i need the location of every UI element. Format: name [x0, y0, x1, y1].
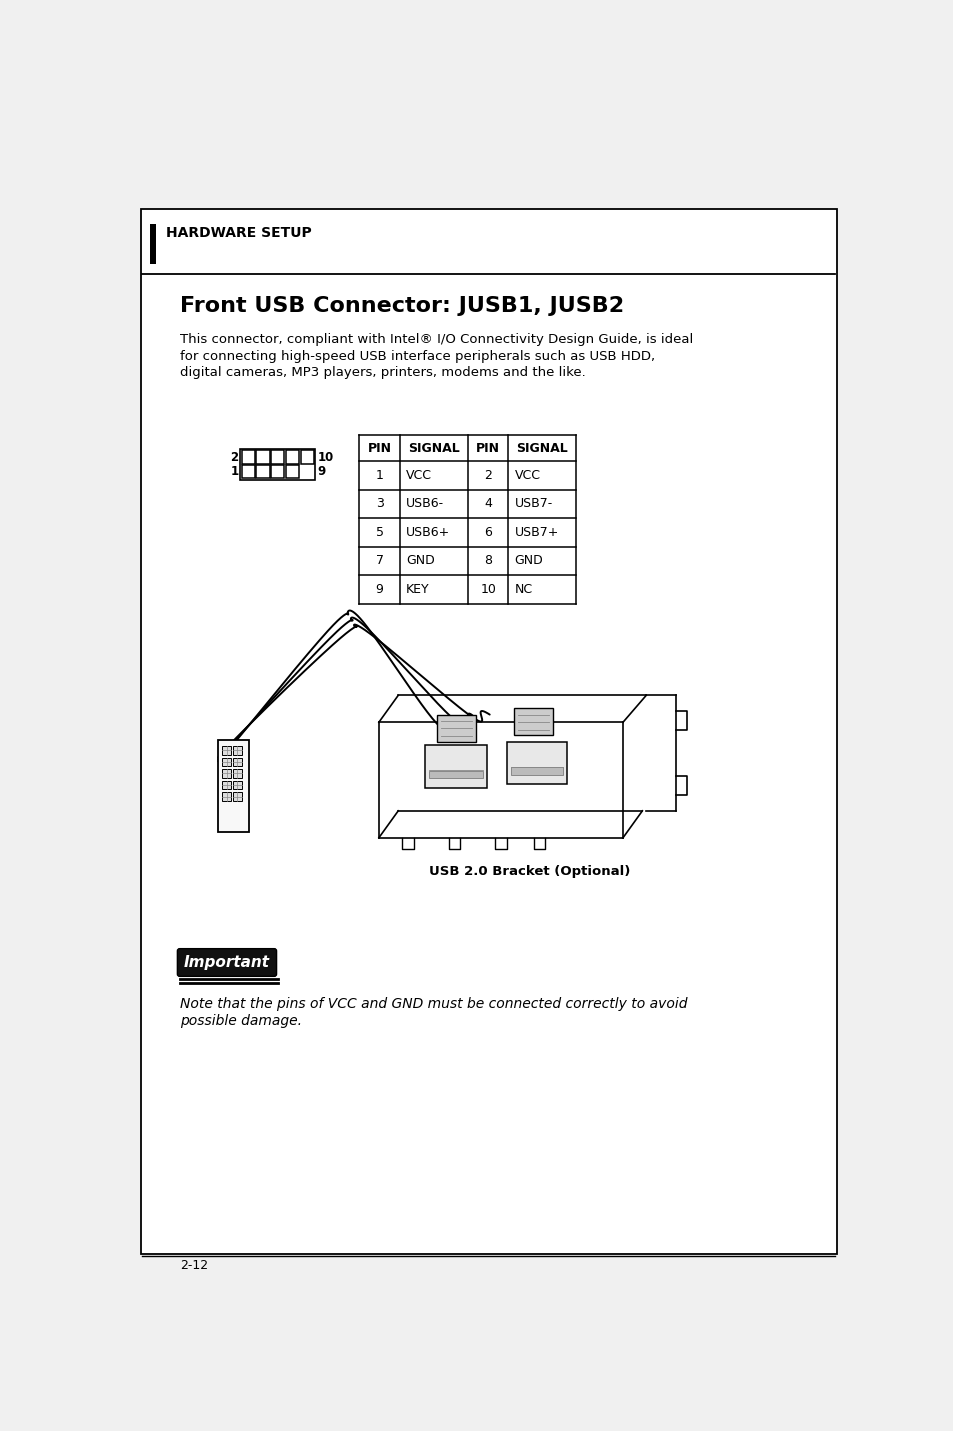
Bar: [233, 793, 241, 801]
Text: 2: 2: [484, 469, 492, 482]
FancyBboxPatch shape: [177, 949, 276, 976]
Text: 2: 2: [231, 451, 238, 464]
Bar: [286, 465, 298, 478]
Text: SIGNAL: SIGNAL: [516, 442, 568, 455]
Bar: [240, 449, 315, 479]
Text: This connector, compliant with Intel® I/O Connectivity Design Guide, is ideal: This connector, compliant with Intel® I/…: [179, 333, 692, 346]
Bar: [241, 465, 254, 478]
Bar: [233, 757, 241, 766]
Bar: [150, 225, 155, 265]
Text: USB7+: USB7+: [514, 527, 558, 539]
Bar: [222, 757, 231, 766]
Text: possible damage.: possible damage.: [179, 1015, 301, 1027]
Bar: [286, 451, 298, 464]
Bar: [510, 767, 562, 774]
Text: GND: GND: [514, 554, 542, 568]
Bar: [222, 781, 231, 790]
Text: 9: 9: [375, 582, 383, 595]
Text: 7: 7: [375, 554, 383, 568]
Text: Note that the pins of VCC and GND must be connected correctly to avoid: Note that the pins of VCC and GND must b…: [179, 997, 686, 1012]
Text: Important: Important: [184, 954, 270, 970]
Text: GND: GND: [406, 554, 435, 568]
Text: 10: 10: [479, 582, 496, 595]
Bar: [256, 465, 270, 478]
Text: 8: 8: [483, 554, 492, 568]
Bar: [241, 451, 254, 464]
Text: SIGNAL: SIGNAL: [408, 442, 459, 455]
Text: digital cameras, MP3 players, printers, modems and the like.: digital cameras, MP3 players, printers, …: [179, 366, 585, 379]
Text: 1: 1: [231, 465, 238, 478]
Text: 1: 1: [375, 469, 383, 482]
Text: 9: 9: [317, 465, 326, 478]
Bar: [506, 741, 567, 784]
Text: 5: 5: [375, 527, 383, 539]
Bar: [233, 770, 241, 777]
Text: 2-12: 2-12: [179, 1259, 208, 1272]
Bar: [436, 714, 476, 741]
Text: 4: 4: [484, 498, 492, 511]
Text: KEY: KEY: [406, 582, 429, 595]
Bar: [514, 708, 553, 736]
Text: PIN: PIN: [367, 442, 392, 455]
Text: HARDWARE SETUP: HARDWARE SETUP: [166, 226, 312, 239]
Bar: [271, 451, 284, 464]
Text: 6: 6: [484, 527, 492, 539]
Bar: [425, 746, 487, 787]
Text: NC: NC: [514, 582, 532, 595]
Bar: [222, 770, 231, 777]
Text: PIN: PIN: [476, 442, 499, 455]
Text: USB6-: USB6-: [406, 498, 444, 511]
Text: USB6+: USB6+: [406, 527, 450, 539]
Bar: [300, 451, 314, 464]
Bar: [218, 740, 249, 833]
Bar: [256, 451, 270, 464]
Text: USB7-: USB7-: [514, 498, 552, 511]
Bar: [429, 771, 483, 778]
Text: for connecting high-speed USB interface peripherals such as USB HDD,: for connecting high-speed USB interface …: [179, 349, 654, 362]
Bar: [222, 746, 231, 754]
Text: VCC: VCC: [406, 469, 432, 482]
Text: 10: 10: [317, 451, 334, 464]
Text: USB 2.0 Bracket (Optional): USB 2.0 Bracket (Optional): [429, 864, 630, 877]
Text: VCC: VCC: [514, 469, 540, 482]
Bar: [222, 793, 231, 801]
Bar: [271, 465, 284, 478]
Bar: [233, 781, 241, 790]
Text: 3: 3: [375, 498, 383, 511]
Text: Front USB Connector: JUSB1, JUSB2: Front USB Connector: JUSB1, JUSB2: [179, 296, 623, 316]
Bar: [233, 746, 241, 754]
